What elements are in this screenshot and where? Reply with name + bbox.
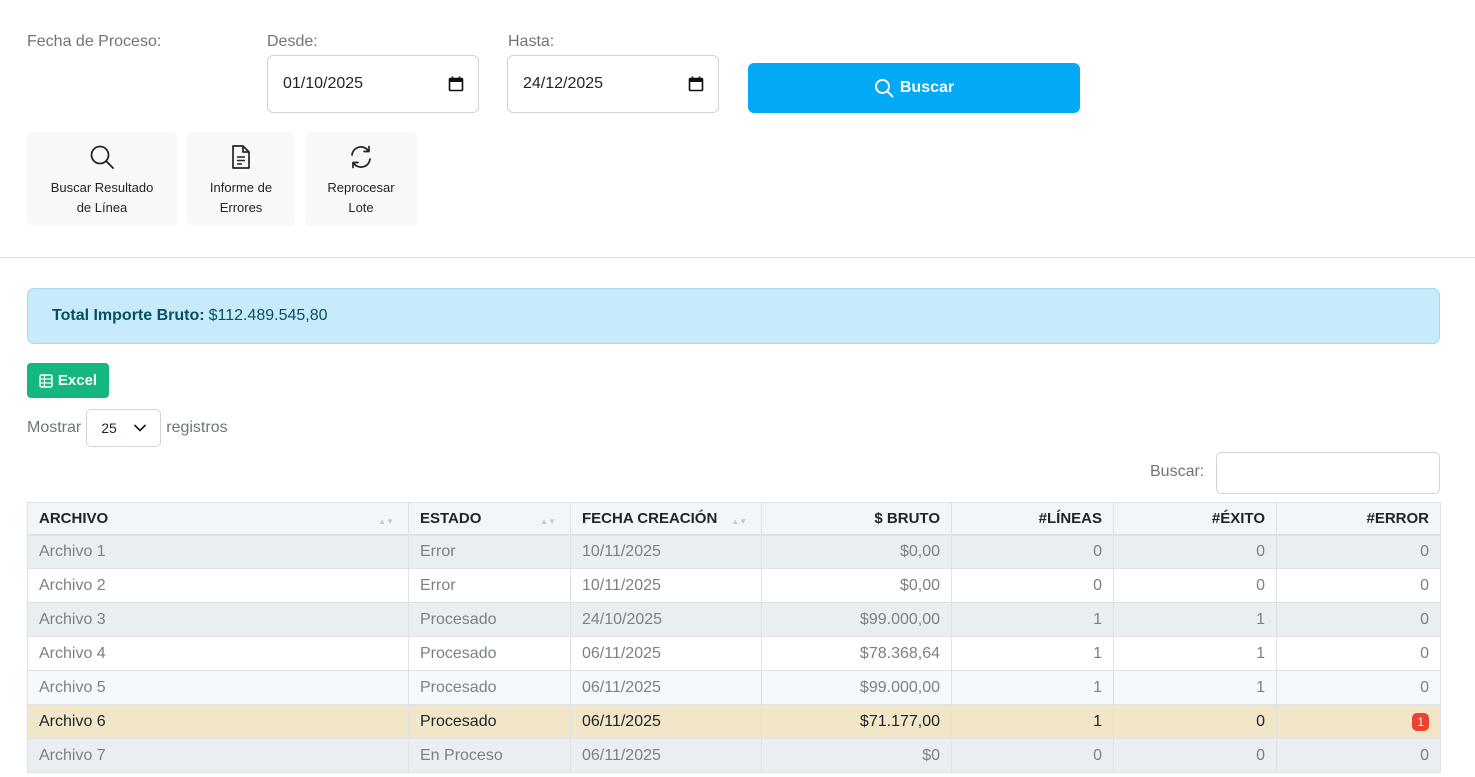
table-header-row: ARCHIVO ▲▼ ESTADO ▲▼ FECHA CREACIÓN ▲▼ $ BR…: [27, 502, 1441, 536]
table-row[interactable]: Archivo 3 Procesado 24/10/2025 $99.000,00 1 1…: [27, 602, 1441, 637]
hasta-label: Hasta:: [508, 33, 555, 50]
col-header-estado[interactable]: ESTADO ▲▼: [408, 502, 571, 536]
mostrar-label: Mostrar: [27, 419, 82, 436]
desde-date-value: 01/10/2025: [283, 75, 364, 92]
buscar-resultado-line2: de Línea: [76, 200, 128, 215]
sort-icon: ▲▼: [378, 517, 394, 526]
fecha-proceso-label: Fecha de Proceso:: [27, 33, 162, 50]
calendar-icon[interactable]: [688, 76, 704, 92]
table-row[interactable]: Archivo 7 En Proceso 06/11/2025 $0 0 0 0: [27, 738, 1441, 773]
archivos-table: ARCHIVO ▲▼ ESTADO ▲▼ FECHA CREACIÓN ▲▼ $ BR…: [27, 502, 1441, 773]
excel-button-label: Excel: [57, 372, 98, 389]
sort-icon: ▲▼: [731, 517, 747, 526]
section-divider: [0, 257, 1475, 258]
excel-export-button[interactable]: Excel: [27, 363, 109, 398]
search-button[interactable]: Buscar: [748, 63, 1080, 113]
table-row[interactable]: Archivo 4 Procesado 06/11/2025 $78.368,64 1 1…: [27, 636, 1441, 671]
document-icon: [232, 145, 250, 169]
chevron-down-icon: [134, 424, 147, 432]
table-row[interactable]: Archivo 1 Error 10/11/2025 $0,00 0 0 0: [27, 534, 1441, 569]
desde-label: Desde:: [267, 33, 318, 50]
search-icon: [90, 145, 114, 169]
buscar-resultado-linea-button[interactable]: Buscar Resultado de Línea: [27, 132, 177, 226]
desde-date-input[interactable]: 01/10/2025: [267, 55, 479, 113]
page-size-select[interactable]: 25: [86, 409, 162, 447]
sort-icon: ▲▼: [540, 517, 556, 526]
excel-icon: [39, 373, 53, 388]
informe-line2: Errores: [219, 200, 263, 215]
search-icon: [874, 79, 894, 98]
reprocesar-lote-button[interactable]: Reprocesar Lote: [305, 132, 417, 226]
buscar-resultado-line1: Buscar Resultado: [50, 180, 154, 195]
total-importe-label: Total Importe Bruto:: [52, 307, 205, 324]
table-row[interactable]: Archivo 5 Procesado 06/11/2025 $99.000,00 1 1…: [27, 670, 1441, 705]
total-importe-value: $112.489.545,80: [208, 307, 328, 324]
table-row[interactable]: Archivo 2 Error 10/11/2025 $0,00 0 0 0: [27, 568, 1441, 603]
informe-line1: Informe de: [209, 180, 273, 195]
length-menu: Mostrar 25 registros: [27, 409, 228, 447]
reprocesar-line1: Reprocesar: [327, 180, 395, 195]
table-row-highlighted[interactable]: Archivo 6 Procesado 06/11/2025 $71.177,00 1 0…: [27, 704, 1441, 739]
reprocesar-line2: Lote: [348, 200, 374, 215]
hasta-date-input[interactable]: 24/12/2025: [507, 55, 719, 113]
refresh-icon: [351, 145, 371, 169]
informe-errores-button[interactable]: Informe de Errores: [187, 132, 295, 226]
col-header-error[interactable]: #ERROR: [1276, 502, 1441, 536]
table-search-input[interactable]: [1216, 452, 1440, 494]
hasta-date-value: 24/12/2025: [523, 75, 604, 92]
col-header-exito[interactable]: #ÉXITO: [1113, 502, 1277, 536]
col-header-lineas[interactable]: #LÍNEAS: [951, 502, 1114, 536]
registros-label: registros: [166, 419, 228, 436]
total-importe-alert: Total Importe Bruto: $112.489.545,80: [27, 288, 1440, 344]
calendar-icon[interactable]: [448, 76, 464, 92]
table-search-label: Buscar:: [1150, 463, 1205, 480]
search-button-label: Buscar: [899, 79, 955, 96]
col-header-fecha-creacion[interactable]: FECHA CREACIÓN ▲▼: [570, 502, 762, 536]
col-header-archivo[interactable]: ARCHIVO ▲▼: [27, 502, 409, 536]
page-size-value: 25: [101, 420, 117, 436]
error-count-badge[interactable]: 1: [1412, 712, 1429, 731]
col-header-bruto[interactable]: $ BRUTO: [761, 502, 952, 536]
